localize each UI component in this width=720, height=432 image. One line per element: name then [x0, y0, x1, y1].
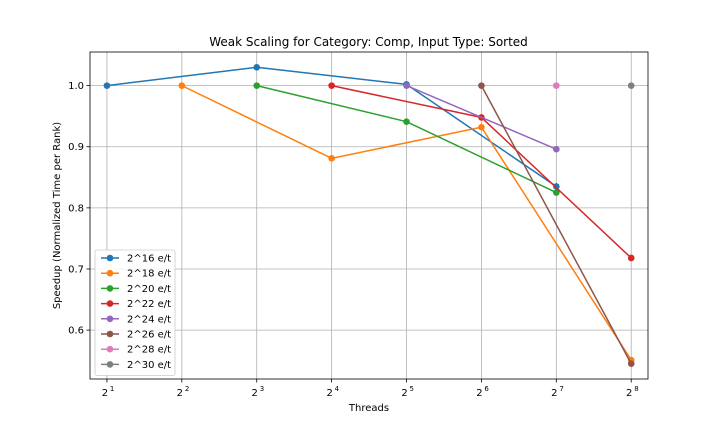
x-tick-label: 2	[476, 388, 482, 399]
data-point	[478, 123, 485, 131]
grid-layer	[90, 52, 648, 379]
x-tick-exponent: 2	[185, 385, 189, 393]
x-tick-label: 2	[177, 388, 183, 399]
chart-title: Weak Scaling for Category: Comp, Input T…	[209, 35, 528, 49]
legend-item: 2^28 e/t	[101, 345, 171, 356]
y-tick-label: 0.6	[68, 326, 84, 337]
legend-item: 2^24 e/t	[101, 314, 171, 325]
legend-item: 2^22 e/t	[101, 299, 171, 310]
x-tick-label: 2	[326, 388, 332, 399]
series-6	[553, 82, 560, 89]
legend-label: 2^20 e/t	[127, 284, 171, 295]
legend-marker	[106, 330, 114, 338]
data-point	[627, 360, 635, 368]
x-axis-label: Threads	[348, 403, 389, 414]
series-line	[181, 84, 632, 361]
legend-label: 2^26 e/t	[127, 330, 171, 341]
legend-marker	[106, 315, 114, 323]
data-point	[103, 82, 111, 89]
series-line	[480, 85, 632, 365]
x-tick-exponent: 6	[484, 385, 489, 393]
legend-box	[94, 249, 176, 376]
y-tick-label: 0.8	[68, 203, 84, 214]
legend-marker	[106, 300, 114, 307]
y-tick-label: 1.0	[68, 81, 84, 92]
x-tick-label: 2	[102, 388, 108, 399]
data-point	[553, 82, 560, 89]
x-tick-exponent: 1	[110, 385, 114, 393]
x-tick-label: 2	[551, 388, 557, 399]
legend-label: 2^16 e/t	[127, 254, 171, 265]
legend-label: 2^18 e/t	[127, 269, 171, 280]
data-point	[627, 254, 635, 262]
data-point	[253, 82, 261, 89]
x-tick-exponent: 4	[335, 385, 340, 393]
legend-label: 2^28 e/t	[127, 345, 171, 356]
data-point	[328, 155, 335, 162]
x-tick-label: 2	[252, 388, 258, 399]
data-point	[403, 82, 410, 89]
x-tick-label: 2	[626, 388, 632, 399]
legend-item: 2^18 e/t	[101, 269, 171, 280]
legend-label: 2^24 e/t	[127, 314, 171, 325]
x-tick-label: 2	[401, 388, 407, 399]
series-4	[403, 82, 560, 153]
series-5	[478, 82, 635, 368]
legend-item: 2^16 e/t	[101, 254, 171, 265]
legend-label: 2^30 e/t	[127, 360, 171, 371]
axis-layer: 2 1 2 2 2 3 2 4 2 5 2 6 2 7 2 80.60.70.80.91.0	[68, 81, 639, 399]
data-point	[553, 145, 560, 153]
x-tick-exponent: 3	[260, 385, 264, 393]
data-point	[403, 118, 410, 125]
x-tick-exponent: 5	[410, 385, 414, 393]
legend-marker	[106, 285, 114, 292]
legend-item: 2^20 e/t	[101, 284, 171, 295]
data-point	[478, 82, 485, 89]
legend-marker	[106, 361, 114, 368]
data-point	[627, 82, 635, 89]
y-axis-label: Speedup (Normalized Time per Rank)	[52, 122, 63, 309]
series-7	[627, 82, 635, 89]
series-line	[106, 66, 557, 188]
series-line	[406, 84, 557, 150]
series-2	[253, 82, 560, 196]
legend-marker	[106, 345, 114, 353]
legend-item: 2^30 e/t	[101, 360, 171, 371]
plot-frame	[89, 51, 649, 380]
y-tick-label: 0.7	[68, 264, 84, 275]
series-1	[178, 82, 635, 364]
x-tick-exponent: 7	[559, 385, 563, 393]
series-layer	[103, 63, 635, 368]
data-point	[253, 63, 261, 71]
x-tick-exponent: 8	[634, 385, 638, 393]
legend-item: 2^26 e/t	[101, 330, 171, 341]
legend-label: 2^22 e/t	[127, 299, 171, 310]
legend-marker	[106, 254, 114, 262]
data-point	[553, 183, 560, 190]
data-point	[178, 82, 186, 89]
data-point	[553, 189, 560, 196]
y-tick-label: 0.9	[68, 142, 84, 153]
data-point	[328, 82, 335, 89]
legend: 2^16 e/t 2^18 e/t 2^20 e/t 2^22 e/t 2^24 e/t…	[94, 249, 176, 376]
legend-marker	[106, 269, 114, 277]
